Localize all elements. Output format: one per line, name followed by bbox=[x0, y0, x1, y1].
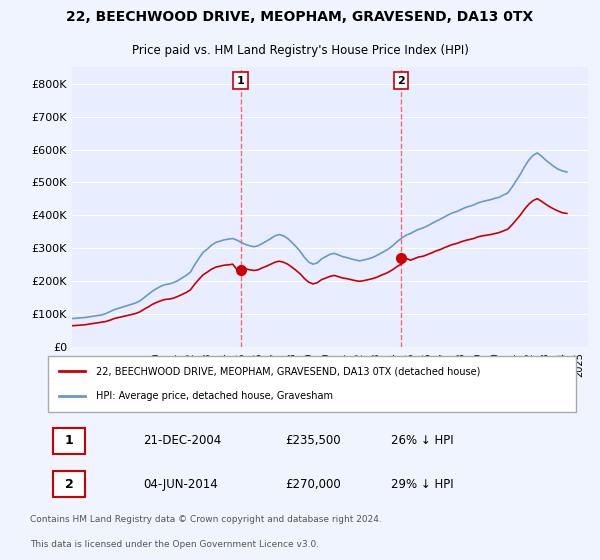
Text: 2: 2 bbox=[397, 76, 404, 86]
Text: HPI: Average price, detached house, Gravesham: HPI: Average price, detached house, Grav… bbox=[95, 391, 332, 401]
Text: 26% ↓ HPI: 26% ↓ HPI bbox=[391, 434, 454, 447]
Text: This data is licensed under the Open Government Licence v3.0.: This data is licensed under the Open Gov… bbox=[30, 540, 319, 549]
Text: £235,500: £235,500 bbox=[286, 434, 341, 447]
FancyBboxPatch shape bbox=[53, 428, 85, 454]
Text: 21-DEC-2004: 21-DEC-2004 bbox=[143, 434, 221, 447]
Text: 22, BEECHWOOD DRIVE, MEOPHAM, GRAVESEND, DA13 0TX (detached house): 22, BEECHWOOD DRIVE, MEOPHAM, GRAVESEND,… bbox=[95, 366, 480, 376]
FancyBboxPatch shape bbox=[53, 471, 85, 497]
Text: Price paid vs. HM Land Registry's House Price Index (HPI): Price paid vs. HM Land Registry's House … bbox=[131, 44, 469, 57]
FancyBboxPatch shape bbox=[48, 356, 576, 412]
Text: 2: 2 bbox=[65, 478, 73, 491]
Text: Contains HM Land Registry data © Crown copyright and database right 2024.: Contains HM Land Registry data © Crown c… bbox=[30, 515, 382, 524]
Text: £270,000: £270,000 bbox=[286, 478, 341, 491]
Text: 04-JUN-2014: 04-JUN-2014 bbox=[143, 478, 218, 491]
Text: 22, BEECHWOOD DRIVE, MEOPHAM, GRAVESEND, DA13 0TX: 22, BEECHWOOD DRIVE, MEOPHAM, GRAVESEND,… bbox=[67, 10, 533, 24]
Text: 29% ↓ HPI: 29% ↓ HPI bbox=[391, 478, 454, 491]
Text: 1: 1 bbox=[237, 76, 245, 86]
Text: 1: 1 bbox=[65, 434, 73, 447]
